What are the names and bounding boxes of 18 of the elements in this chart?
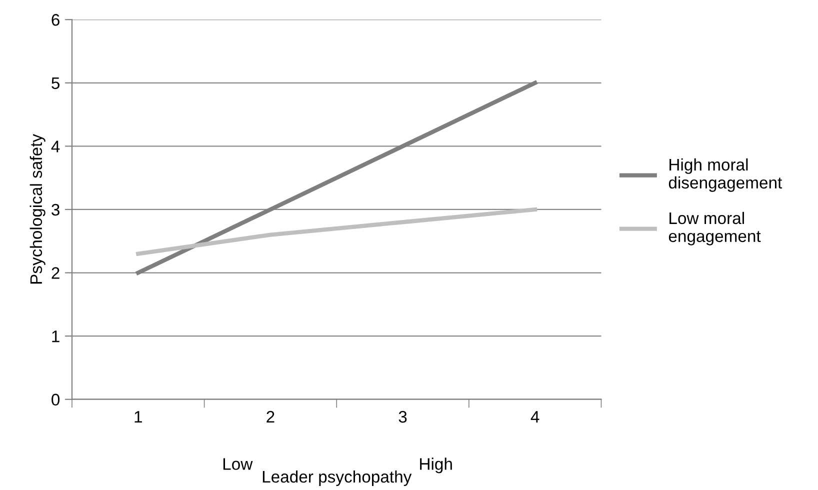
y-tick-label: 3 <box>52 204 60 216</box>
y-axis-title: Psychological safety <box>30 134 46 284</box>
legend-label: Low moral engagement <box>668 212 761 246</box>
legend-label: High moral disengagement <box>668 158 782 192</box>
y-tick-label: 6 <box>52 14 60 26</box>
x-tick-label: 2 <box>266 410 274 423</box>
x-tick-label: 3 <box>398 410 407 423</box>
y-tick-label: 0 <box>52 394 60 406</box>
x-tick-label: 4 <box>530 411 540 423</box>
y-tick-label: 1 <box>52 330 60 342</box>
line-series <box>136 207 538 256</box>
x-tick-label: 1 <box>134 411 142 423</box>
y-tick-label: 5 <box>52 77 60 90</box>
y-tick-label: 2 <box>52 267 60 279</box>
text: Low <box>223 458 253 470</box>
x-axis-title: Leader psychopathy <box>262 470 412 486</box>
text: High <box>420 458 452 474</box>
y-tick-label: 4 <box>51 140 60 152</box>
